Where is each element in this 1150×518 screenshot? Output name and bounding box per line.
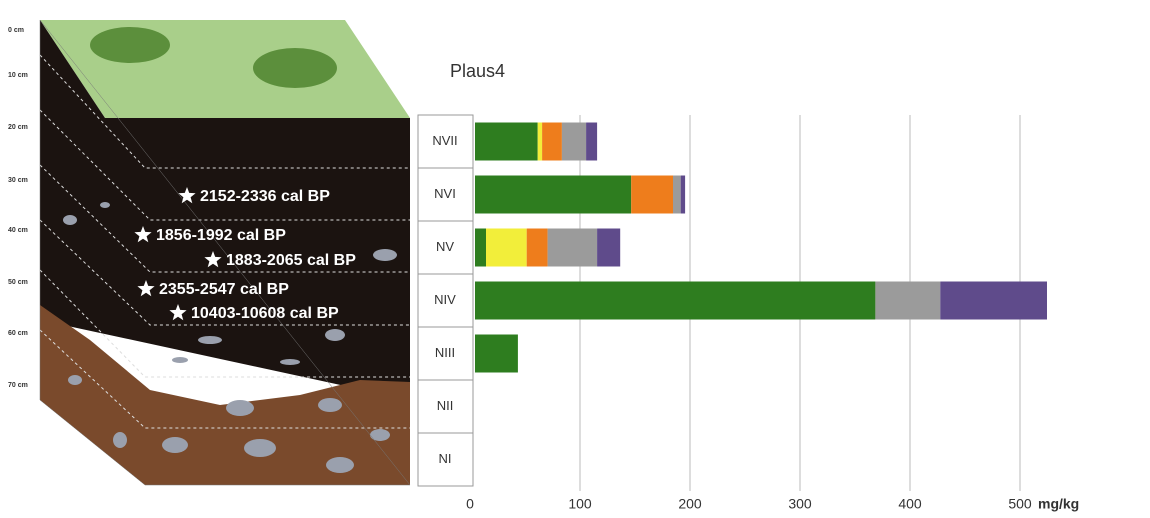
- stones: [63, 202, 397, 473]
- date-label: 1856-1992 cal BP: [156, 227, 286, 244]
- brown-soil: [40, 305, 410, 485]
- star-icon: [178, 187, 196, 204]
- y-tick-label: NV: [436, 239, 454, 254]
- date-label: 2355-2547 cal BP: [159, 281, 289, 298]
- dark-soil: [40, 20, 410, 400]
- x-tick-label: 400: [898, 496, 922, 512]
- bar-segment: [486, 228, 527, 267]
- bar-segment: [586, 122, 598, 161]
- category-box: [417, 379, 474, 434]
- depth-label: 40 cm: [8, 227, 28, 234]
- bar-segment: [537, 122, 543, 161]
- category-box: [417, 326, 474, 381]
- y-tick-label: NIII: [435, 345, 455, 360]
- bar-segment: [526, 228, 548, 267]
- date-label: 2152-2336 cal BP: [200, 188, 330, 205]
- depth-label: 10 cm: [8, 72, 28, 79]
- bar-segment: [940, 281, 1047, 320]
- depth-label: 50 cm: [8, 279, 28, 286]
- bar-segment: [631, 175, 673, 214]
- category-box: [417, 114, 474, 169]
- star-icon: [204, 251, 222, 268]
- grass-top: [40, 20, 410, 118]
- depth-label: 70 cm: [8, 382, 28, 389]
- bar-segment: [680, 175, 686, 214]
- bar-segment: [561, 122, 587, 161]
- star-icon: [169, 304, 187, 321]
- x-tick-label: 200: [678, 496, 702, 512]
- category-box: [417, 220, 474, 275]
- bar-segment: [475, 175, 632, 214]
- bar-segment: [475, 281, 876, 320]
- bar-segment: [673, 175, 681, 214]
- bar-segment: [542, 122, 562, 161]
- x-tick-label: 0: [466, 496, 474, 512]
- x-tick-label: 100: [568, 496, 592, 512]
- y-tick-label: NVII: [432, 133, 457, 148]
- y-tick-label: NI: [439, 451, 452, 466]
- star-icon: [137, 280, 155, 297]
- date-label: 10403-10608 cal BP: [191, 305, 339, 322]
- bar-segment: [875, 281, 941, 320]
- depth-label: 30 cm: [8, 177, 28, 184]
- layer-lines: [39, 54, 410, 429]
- category-box: [417, 432, 474, 487]
- x-tick-label: 500: [1008, 496, 1032, 512]
- y-tick-label: NVI: [434, 186, 456, 201]
- depth-label: 0 cm: [8, 27, 24, 34]
- bar-segment: [547, 228, 598, 267]
- x-axis-unit: mg/kg: [1038, 496, 1079, 512]
- depth-label: 60 cm: [8, 330, 28, 337]
- plants: [90, 27, 337, 88]
- bar-segment: [597, 228, 621, 267]
- bar-segment: [475, 334, 518, 373]
- chart-title: Plaus4: [450, 61, 505, 81]
- depth-label: 20 cm: [8, 124, 28, 131]
- soil-block: [39, 19, 411, 486]
- star-icon: [134, 226, 152, 243]
- bar-segment: [475, 122, 538, 161]
- category-box: [417, 273, 474, 328]
- x-tick-label: 300: [788, 496, 812, 512]
- y-tick-label: NIV: [434, 292, 456, 307]
- bar-segment: [475, 228, 486, 267]
- date-label: 1883-2065 cal BP: [226, 252, 356, 269]
- y-tick-label: NII: [437, 398, 454, 413]
